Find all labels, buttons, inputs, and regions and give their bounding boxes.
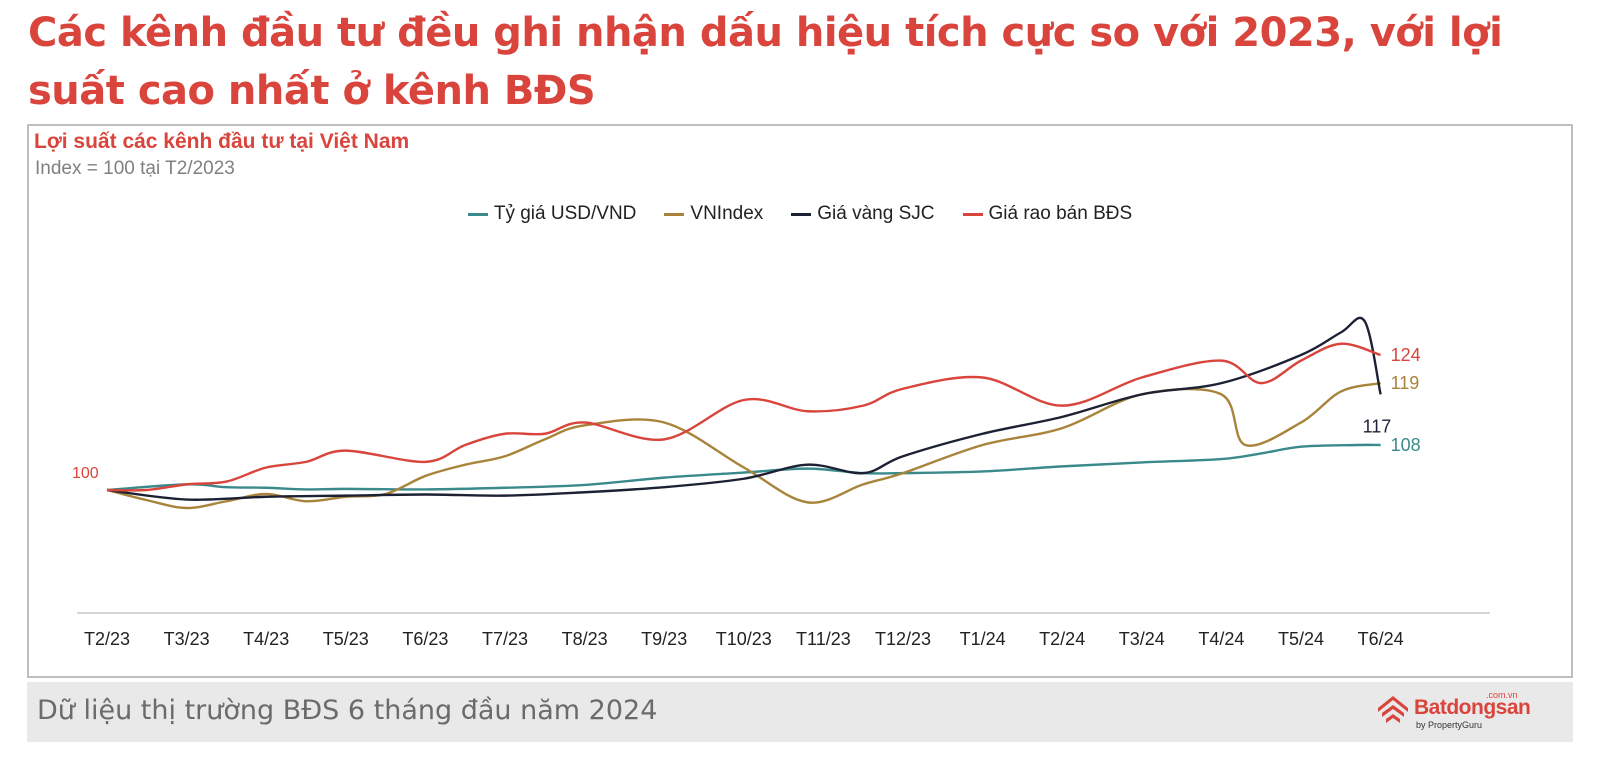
chart-legend: Tỷ giá USD/VND VNIndex Giá vàng SJC Giá …: [0, 203, 1600, 225]
x-tick-label: T9/23: [641, 629, 687, 649]
x-tick-label: T8/23: [562, 629, 608, 649]
x-tick-label: T10/23: [716, 629, 772, 649]
legend-item-vnindex: VNIndex: [664, 203, 763, 225]
x-tick-label: T11/23: [796, 629, 851, 649]
x-tick-label: T5/23: [323, 629, 369, 649]
brand-domain: .com.vn: [1486, 690, 1518, 700]
x-tick-label: T7/23: [482, 629, 528, 649]
legend-label-vnindex: VNIndex: [690, 203, 764, 224]
end-value-label-gold: 117: [1363, 416, 1392, 436]
brand-name: Batdongsan: [1414, 696, 1531, 719]
end-value-label-bds: 124: [1391, 345, 1421, 365]
x-tick-label: T6/24: [1358, 629, 1404, 649]
x-tick-label: T5/24: [1278, 629, 1324, 649]
x-tick-label: T3/24: [1119, 629, 1165, 649]
legend-label-gold: Giá vàng SJC: [817, 203, 935, 224]
end-value-label-usd: 108: [1391, 435, 1421, 455]
legend-label-usd: Tỷ giá USD/VND: [493, 203, 637, 224]
chart-subtitle: Index = 100 tại T2/2023: [35, 158, 235, 179]
brand-tagline: by PropertyGuru: [1416, 720, 1483, 730]
brand-logo: .com.vn Batdongsan by PropertyGuru: [1376, 690, 1536, 734]
footer-caption: Dữ liệu thị trường BĐS 6 tháng đầu năm 2…: [37, 695, 658, 726]
legend-swatch-vnindex: [664, 212, 685, 216]
legend-swatch-bds: [962, 212, 983, 216]
series-line-usd: [106, 443, 1381, 492]
x-tick-label: T2/24: [1039, 629, 1085, 649]
chart-frame: [27, 124, 1573, 678]
x-tick-label: T1/24: [960, 629, 1006, 649]
x-tick-label: T4/23: [243, 629, 289, 649]
x-tick-label: T3/23: [164, 629, 210, 649]
x-tick-label: T4/24: [1198, 629, 1244, 649]
x-tick-label: T2/23: [84, 629, 130, 649]
legend-item-gold: Giá vàng SJC: [791, 203, 935, 225]
series-line-gold: [106, 316, 1382, 501]
footer-bar: [27, 682, 1573, 742]
start-value-label: 100: [72, 465, 99, 482]
legend-item-usd: Tỷ giá USD/VND: [467, 203, 637, 225]
end-value-label-vnindex: 119: [1391, 373, 1420, 393]
legend-item-bds: Giá rao bán BĐS: [962, 203, 1133, 225]
legend-swatch-usd: [467, 212, 488, 216]
chart-title: Lợi suất các kênh đầu tư tại Việt Nam: [34, 130, 410, 153]
legend-swatch-gold: [791, 212, 812, 216]
legend-label-bds: Giá rao bán BĐS: [988, 203, 1133, 224]
series-line-bds: [106, 342, 1381, 492]
x-tick-label: T12/23: [875, 629, 931, 649]
x-tick-label: T6/23: [402, 629, 448, 649]
batdongsan-logo-icon: [1378, 696, 1408, 723]
page-headline: Các kênh đầu tư đều ghi nhận dấu hiệu tí…: [28, 10, 1503, 114]
